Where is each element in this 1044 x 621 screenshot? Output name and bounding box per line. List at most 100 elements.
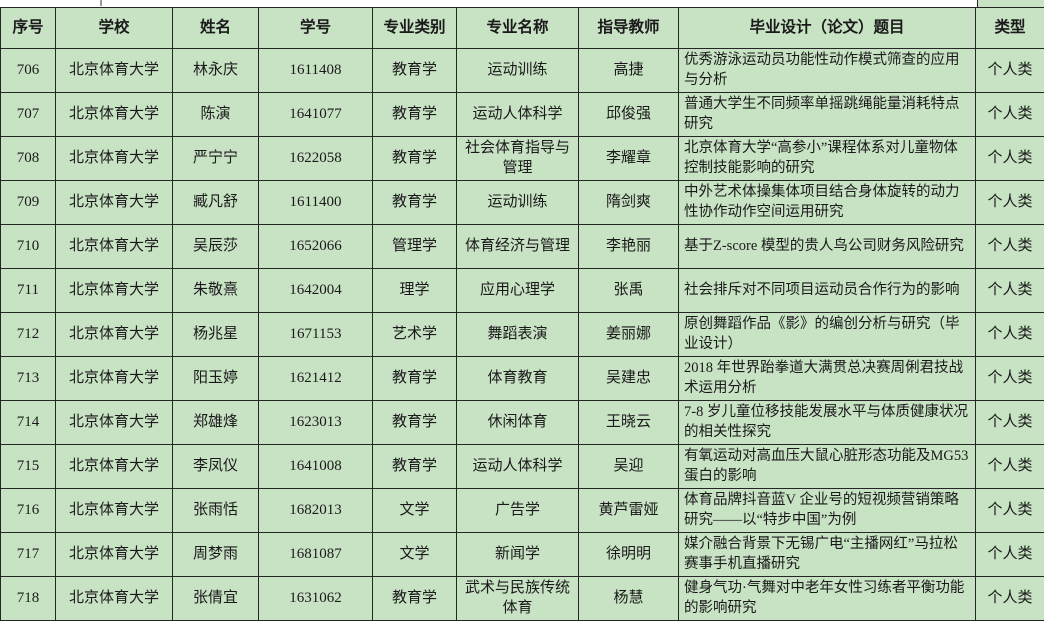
cell-thesis-title: 北京体育大学“高参小”课程体系对儿童物体控制技能影响的研究 bbox=[679, 137, 976, 181]
cell-type: 个人类 bbox=[976, 401, 1044, 445]
cell-major-name: 应用心理学 bbox=[457, 269, 579, 313]
cell-major-name: 体育经济与管理 bbox=[457, 225, 579, 269]
cell-type: 个人类 bbox=[976, 93, 1044, 137]
header-student-id: 学号 bbox=[259, 8, 373, 49]
cell-major-name: 休闲体育 bbox=[457, 401, 579, 445]
cell-thesis-title: 优秀游泳运动员功能性动作模式筛查的应用与分析 bbox=[679, 49, 976, 93]
cell-major-category: 教育学 bbox=[373, 577, 457, 621]
cell-row-number: 707 bbox=[1, 93, 56, 137]
cell-major-category: 教育学 bbox=[373, 137, 457, 181]
cell-type: 个人类 bbox=[976, 181, 1044, 225]
cell-type: 个人类 bbox=[976, 445, 1044, 489]
cell-major-category: 教育学 bbox=[373, 401, 457, 445]
cell-advisor: 张禹 bbox=[579, 269, 679, 313]
cell-school: 北京体育大学 bbox=[56, 357, 173, 401]
cell-type: 个人类 bbox=[976, 49, 1044, 93]
cell-advisor: 姜丽娜 bbox=[579, 313, 679, 357]
cell-major-category: 教育学 bbox=[373, 49, 457, 93]
cell-school: 北京体育大学 bbox=[56, 137, 173, 181]
cell-major-category: 管理学 bbox=[373, 225, 457, 269]
cell-type: 个人类 bbox=[976, 137, 1044, 181]
cell-major-name: 运动训练 bbox=[457, 181, 579, 225]
cell-thesis-title: 7-8 岁儿童位移技能发展水平与体质健康状况的相关性探究 bbox=[679, 401, 976, 445]
cell-row-number: 717 bbox=[1, 533, 56, 577]
top-crop-cell-fragment bbox=[977, 0, 1044, 7]
cell-major-category: 理学 bbox=[373, 269, 457, 313]
cell-thesis-title: 2018 年世界跆拳道大满贯总决赛周俐君技战术运用分析 bbox=[679, 357, 976, 401]
cell-thesis-title: 健身气功·气舞对中老年女性习练者平衡功能的影响研究 bbox=[679, 577, 976, 621]
cell-type: 个人类 bbox=[976, 269, 1044, 313]
cell-major-category: 文学 bbox=[373, 533, 457, 577]
top-crop-strip bbox=[0, 0, 1044, 7]
cell-type: 个人类 bbox=[976, 357, 1044, 401]
cell-student-id: 1631062 bbox=[259, 577, 373, 621]
cell-major-category: 教育学 bbox=[373, 181, 457, 225]
cell-advisor: 高捷 bbox=[579, 49, 679, 93]
cell-type: 个人类 bbox=[976, 225, 1044, 269]
cell-thesis-title: 体育品牌抖音蓝V 企业号的短视频营销策略研究——以“特步中国”为例 bbox=[679, 489, 976, 533]
cell-row-number: 715 bbox=[1, 445, 56, 489]
cell-type: 个人类 bbox=[976, 533, 1044, 577]
cell-row-number: 706 bbox=[1, 49, 56, 93]
cell-row-number: 709 bbox=[1, 181, 56, 225]
cell-major-name: 运动训练 bbox=[457, 49, 579, 93]
cell-student-name: 杨兆星 bbox=[173, 313, 259, 357]
cell-student-id: 1641008 bbox=[259, 445, 373, 489]
cell-row-number: 712 bbox=[1, 313, 56, 357]
cell-student-name: 臧凡舒 bbox=[173, 181, 259, 225]
cell-row-number: 711 bbox=[1, 269, 56, 313]
cell-major-name: 体育教育 bbox=[457, 357, 579, 401]
cell-student-id: 1652066 bbox=[259, 225, 373, 269]
cell-school: 北京体育大学 bbox=[56, 49, 173, 93]
cell-major-name: 运动人体科学 bbox=[457, 445, 579, 489]
cell-major-category: 文学 bbox=[373, 489, 457, 533]
cell-major-name: 社会体育指导与管理 bbox=[457, 137, 579, 181]
cell-school: 北京体育大学 bbox=[56, 269, 173, 313]
cell-major-name: 广告学 bbox=[457, 489, 579, 533]
header-student-name: 姓名 bbox=[173, 8, 259, 49]
header-row: 序号 学校 姓名 学号 专业类别 专业名称 指导教师 毕业设计（论文）题目 类型 bbox=[1, 8, 1044, 49]
header-advisor: 指导教师 bbox=[579, 8, 679, 49]
cell-advisor: 隋剑爽 bbox=[579, 181, 679, 225]
cell-school: 北京体育大学 bbox=[56, 401, 173, 445]
cell-student-name: 张倩宜 bbox=[173, 577, 259, 621]
cell-student-name: 严宁宁 bbox=[173, 137, 259, 181]
cell-student-id: 1621412 bbox=[259, 357, 373, 401]
cell-student-id: 1623013 bbox=[259, 401, 373, 445]
cell-student-id: 1641077 bbox=[259, 93, 373, 137]
cell-school: 北京体育大学 bbox=[56, 489, 173, 533]
cell-student-id: 1611400 bbox=[259, 181, 373, 225]
cell-student-name: 吴辰莎 bbox=[173, 225, 259, 269]
cell-thesis-title: 基于Z-score 模型的贵人鸟公司财务风险研究 bbox=[679, 225, 976, 269]
cell-student-name: 林永庆 bbox=[173, 49, 259, 93]
cell-major-category: 教育学 bbox=[373, 357, 457, 401]
cell-row-number: 718 bbox=[1, 577, 56, 621]
cell-major-name: 新闻学 bbox=[457, 533, 579, 577]
cell-advisor: 王晓云 bbox=[579, 401, 679, 445]
cell-school: 北京体育大学 bbox=[56, 577, 173, 621]
cell-student-id: 1681087 bbox=[259, 533, 373, 577]
cell-school: 北京体育大学 bbox=[56, 313, 173, 357]
top-crop-gridline bbox=[100, 0, 102, 6]
cell-thesis-title: 媒介融合背景下无锡广电“主播网红”马拉松赛事手机直播研究 bbox=[679, 533, 976, 577]
cell-student-name: 郑雄烽 bbox=[173, 401, 259, 445]
header-school: 学校 bbox=[56, 8, 173, 49]
cell-advisor: 杨慧 bbox=[579, 577, 679, 621]
cell-student-name: 周梦雨 bbox=[173, 533, 259, 577]
cell-student-id: 1642004 bbox=[259, 269, 373, 313]
cell-student-id: 1682013 bbox=[259, 489, 373, 533]
cell-row-number: 716 bbox=[1, 489, 56, 533]
cell-row-number: 713 bbox=[1, 357, 56, 401]
cell-major-name: 运动人体科学 bbox=[457, 93, 579, 137]
